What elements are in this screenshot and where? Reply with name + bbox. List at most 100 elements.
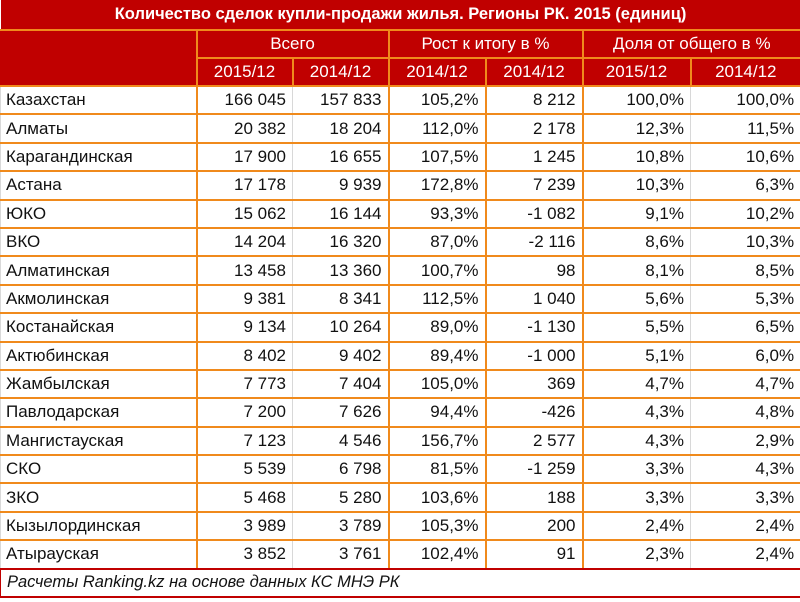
growth-pct-cell: 105,0% <box>387 369 486 400</box>
total-2015-cell: 166 045 <box>195 86 293 116</box>
region-cell: Кызылординская <box>0 511 197 542</box>
table-row: Атырауская 3 852 3 761 102,4% 91 2,3% 2,4% <box>0 540 800 570</box>
subheader-growth-abs: 2014/12 <box>484 57 584 87</box>
table-row: Алматинская 13 458 13 360 100,7% 98 8,1% 8,5% <box>0 256 800 286</box>
growth-pct-cell: 89,0% <box>387 313 486 343</box>
growth-abs-cell: -1 082 <box>484 199 583 229</box>
region-cell: СКО <box>0 455 197 485</box>
region-header-blank <box>0 30 198 87</box>
share-2015-cell: 8,6% <box>581 227 691 258</box>
share-2014-cell: 10,3% <box>689 227 800 258</box>
growth-abs-cell: 91 <box>484 540 583 570</box>
total-2015-cell: 5 539 <box>195 455 293 485</box>
region-cell: ЗКО <box>0 483 197 513</box>
growth-abs-cell: -1 259 <box>484 455 583 485</box>
growth-abs-cell: 200 <box>484 511 583 542</box>
total-2014-cell: 16 320 <box>292 227 389 258</box>
subheader-growth-pct: 2014/12 <box>387 57 487 87</box>
total-2014-cell: 9 402 <box>292 341 389 371</box>
share-2015-cell: 3,3% <box>581 455 691 485</box>
total-2014-cell: 6 798 <box>292 455 389 485</box>
table-body: Казахстан 166 045 157 833 105,2% 8 212 100,0%… <box>0 86 800 570</box>
growth-pct-cell: 81,5% <box>387 455 486 485</box>
region-cell: Костанайская <box>0 313 197 343</box>
share-2015-cell: 4,7% <box>581 369 691 400</box>
total-2015-cell: 3 989 <box>195 511 293 542</box>
growth-pct-cell: 105,3% <box>387 511 486 542</box>
total-2015-cell: 15 062 <box>195 199 293 229</box>
share-2014-cell: 6,3% <box>689 171 800 201</box>
growth-abs-cell: -426 <box>484 398 583 428</box>
share-2014-cell: 2,4% <box>689 540 800 570</box>
share-2014-cell: 4,7% <box>689 369 800 400</box>
total-2015-cell: 7 123 <box>195 426 293 457</box>
table-row: Костанайская 9 134 10 264 89,0% -1 130 5,5% 6,… <box>0 313 800 343</box>
growth-pct-cell: 87,0% <box>387 227 486 258</box>
total-2014-cell: 157 833 <box>292 86 389 116</box>
total-2014-cell: 3 789 <box>292 511 389 542</box>
table-row: Жамбылская 7 773 7 404 105,0% 369 4,7% 4,7% <box>0 369 800 400</box>
share-2015-cell: 12,3% <box>581 114 691 144</box>
growth-abs-cell: 2 577 <box>484 426 583 457</box>
share-2015-cell: 3,3% <box>581 483 691 513</box>
total-2015-cell: 17 178 <box>195 171 293 201</box>
table-row: Акмолинская 9 381 8 341 112,5% 1 040 5,6% 5,3% <box>0 284 800 315</box>
table-row: ЗКО 5 468 5 280 103,6% 188 3,3% 3,3% <box>0 483 800 513</box>
total-2015-cell: 14 204 <box>195 227 293 258</box>
total-2014-cell: 16 655 <box>292 142 389 173</box>
share-2014-cell: 2,9% <box>689 426 800 457</box>
growth-abs-cell: 7 239 <box>484 171 583 201</box>
table-row: Мангистауская 7 123 4 546 156,7% 2 577 4,3% 2,… <box>0 426 800 457</box>
growth-abs-cell: 8 212 <box>484 86 583 116</box>
group-header-share: Доля от общего в % <box>581 29 800 59</box>
group-header-growth: Рост к итогу в % <box>387 29 584 59</box>
total-2014-cell: 7 626 <box>292 398 389 428</box>
share-2014-cell: 3,3% <box>689 483 800 513</box>
table-row: ВКО 14 204 16 320 87,0% -2 116 8,6% 10,3% <box>0 227 800 258</box>
region-cell: Алматы <box>0 114 197 144</box>
share-2014-cell: 5,3% <box>689 284 800 315</box>
region-cell: Акмолинская <box>0 284 197 315</box>
table-row: Карагандинская 17 900 16 655 107,5% 1 245 10,… <box>0 142 800 173</box>
region-cell: Астана <box>0 171 197 201</box>
growth-pct-cell: 94,4% <box>387 398 486 428</box>
table-row: Алматы 20 382 18 204 112,0% 2 178 12,3% 11,5% <box>0 114 800 144</box>
table-row: Кызылординская 3 989 3 789 105,3% 200 2,4% 2,4… <box>0 511 800 542</box>
total-2014-cell: 8 341 <box>292 284 389 315</box>
table-row: СКО 5 539 6 798 81,5% -1 259 3,3% 4,3% <box>0 455 800 485</box>
growth-pct-cell: 93,3% <box>387 199 486 229</box>
subheader-total-2014: 2014/12 <box>291 57 390 87</box>
growth-pct-cell: 156,7% <box>387 426 486 457</box>
growth-pct-cell: 105,2% <box>387 86 486 116</box>
share-2015-cell: 100,0% <box>581 86 691 116</box>
total-2014-cell: 18 204 <box>292 114 389 144</box>
region-cell: Мангистауская <box>0 426 197 457</box>
share-2015-cell: 5,1% <box>581 341 691 371</box>
total-2014-cell: 16 144 <box>292 199 389 229</box>
growth-abs-cell: 1 245 <box>484 142 583 173</box>
share-2014-cell: 8,5% <box>689 256 800 286</box>
total-2015-cell: 13 458 <box>195 256 293 286</box>
share-2014-cell: 11,5% <box>689 114 800 144</box>
total-2014-cell: 13 360 <box>292 256 389 286</box>
growth-abs-cell: 369 <box>484 369 583 400</box>
total-2014-cell: 10 264 <box>292 313 389 343</box>
region-cell: ВКО <box>0 227 197 258</box>
share-2014-cell: 10,2% <box>689 199 800 229</box>
growth-pct-cell: 103,6% <box>387 483 486 513</box>
region-cell: ЮКО <box>0 199 197 229</box>
growth-pct-cell: 102,4% <box>387 540 486 570</box>
table-row: Астана 17 178 9 939 172,8% 7 239 10,3% 6,3% <box>0 171 800 201</box>
region-cell: Актюбинская <box>0 341 197 371</box>
source-note: Расчеты Ranking.kz на основе данных КС М… <box>0 568 800 598</box>
growth-abs-cell: -2 116 <box>484 227 583 258</box>
growth-pct-cell: 107,5% <box>387 142 486 173</box>
group-header-total: Всего <box>195 29 390 59</box>
growth-pct-cell: 172,8% <box>387 171 486 201</box>
share-2014-cell: 4,8% <box>689 398 800 428</box>
region-cell: Павлодарская <box>0 398 197 428</box>
table-title: Количество сделок купли-продажи жилья. Р… <box>0 0 800 31</box>
growth-abs-cell: 1 040 <box>484 284 583 315</box>
region-cell: Карагандинская <box>0 142 197 173</box>
